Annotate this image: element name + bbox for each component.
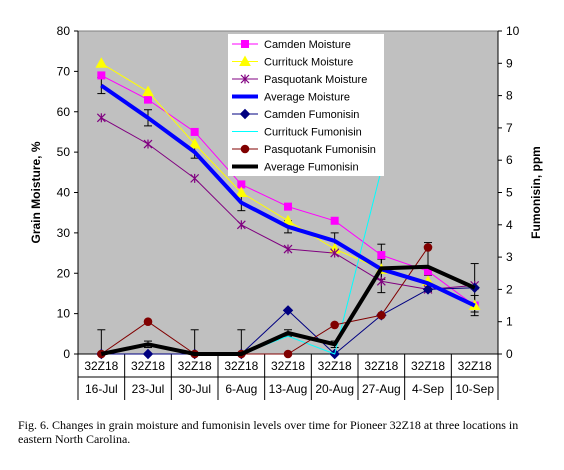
x-group-label: 32Z18 [84, 359, 118, 373]
y-tick-label-left: 20 [57, 266, 71, 280]
data-point-currituck-moisture [142, 85, 154, 97]
data-point-pasquotank-moisture [96, 113, 106, 123]
series-line-pasquotank-fumonisin [101, 247, 429, 355]
x-group-label: 32Z18 [411, 359, 445, 373]
data-point-camden-moisture [330, 216, 339, 225]
legend-label-average-fumonisin: Average Fumonisin [264, 162, 359, 174]
x-group-label: 32Z18 [178, 359, 212, 373]
data-point-pasquotank-fumonisin [330, 320, 339, 330]
legend-label-pasquotank-moisture: Pasquotank Moisture [264, 74, 367, 86]
x-group-label: 32Z18 [318, 359, 352, 373]
data-point-currituck-moisture [188, 138, 201, 149]
data-point-currituck-moisture [235, 186, 248, 197]
data-point-pasquotank-moisture [330, 248, 340, 258]
data-point-pasquotank-moisture [376, 276, 386, 286]
legend-label-currituck-moisture: Currituck Moisture [264, 57, 353, 69]
x-tick-label: 30-Jul [178, 382, 211, 396]
data-point-camden-moisture [284, 202, 292, 211]
data-point-camden-fumonisin [142, 348, 154, 360]
y-tick-label-right: 8 [506, 89, 513, 103]
data-point-pasquotank-fumonisin [143, 317, 153, 327]
data-point-camden-moisture [377, 251, 386, 260]
y-tick-label-right: 7 [506, 121, 513, 135]
y-tick-label-left: 0 [63, 347, 70, 361]
y-tick-label-right: 3 [506, 250, 513, 264]
data-point-pasquotank-moisture [236, 220, 246, 230]
legend-label-currituck-fumonisin: Currituck Fumonisin [264, 127, 362, 139]
x-tick-label: 16-Jul [85, 382, 118, 396]
series-line-average-fumonisin [100, 264, 476, 356]
x-group-label: 32Z18 [131, 359, 165, 373]
x-group-label: 32Z18 [364, 359, 398, 373]
y-axis-title-left: Grain Moisture, % [29, 141, 43, 243]
data-point-pasquotank-fumonisin [377, 310, 386, 320]
x-tick-label: 23-Jul [132, 382, 165, 396]
x-tick-label: 13-Aug [269, 382, 308, 396]
x-tick-label: 6-Aug [225, 382, 257, 396]
y-tick-label-right: 4 [506, 218, 513, 232]
x-tick-label: 27-Aug [362, 382, 401, 396]
data-point-pasquotank-moisture [143, 139, 153, 149]
data-point-pasquotank-fumonisin [283, 349, 293, 359]
legend-label-camden-fumonisin: Camden Fumonisin [264, 109, 359, 121]
y-tick-label-left: 60 [57, 105, 71, 119]
legend-marker-pasquotank-fumonisin [240, 144, 250, 154]
x-group-label: 32Z18 [458, 359, 492, 373]
y-tick-label-right: 1 [506, 315, 513, 329]
data-point-camden-moisture [144, 95, 152, 104]
data-point-pasquotank-moisture [283, 244, 293, 254]
y-tick-label-right: 2 [506, 282, 513, 296]
legend-marker-camden-fumonisin [239, 108, 251, 120]
figure-caption: Fig. 6. Changes in grain moisture and fu… [18, 418, 519, 446]
y-tick-label-left: 70 [57, 64, 71, 78]
data-point-currituck-moisture [95, 57, 108, 68]
legend-marker-currituck-moisture [239, 55, 251, 66]
series-line-average-moisture [100, 83, 476, 308]
legend-label-pasquotank-fumonisin: Pasquotank Fumonisin [264, 144, 376, 156]
x-tick-label: 4-Sep [412, 382, 444, 396]
y-tick-label-left: 80 [57, 24, 71, 38]
y-tick-label-right: 6 [506, 153, 513, 167]
y-tick-label-left: 50 [57, 145, 71, 159]
legend-marker-camden-moisture [241, 40, 249, 48]
data-point-pasquotank-moisture [190, 173, 200, 183]
y-tick-label-right: 0 [506, 347, 513, 361]
data-point-camden-moisture [97, 71, 106, 80]
y-tick-label-left: 30 [57, 226, 71, 240]
legend-label-camden-moisture: Camden Moisture [264, 39, 351, 51]
data-point-camden-fumonisin [422, 284, 434, 295]
y-tick-label-right: 5 [506, 186, 513, 200]
y-tick-label-left: 10 [57, 307, 71, 321]
legend-label-average-moisture: Average Moisture [264, 92, 350, 104]
x-group-label: 32Z18 [224, 359, 258, 373]
y-tick-label-right: 10 [506, 24, 520, 38]
legend-box [228, 34, 384, 176]
data-point-camden-moisture [190, 127, 199, 136]
x-group-label: 32Z18 [271, 359, 305, 373]
x-tick-label: 10-Sep [455, 382, 494, 396]
y-tick-label-right: 9 [506, 56, 513, 70]
x-tick-label: 20-Aug [315, 382, 354, 396]
y-tick-label-left: 40 [57, 186, 71, 200]
data-point-pasquotank-fumonisin [423, 243, 433, 252]
y-axis-title-right: Fumonisin, ppm [529, 146, 543, 239]
data-point-camden-fumonisin [282, 305, 294, 316]
legend-marker-pasquotank-moisture [240, 74, 250, 84]
